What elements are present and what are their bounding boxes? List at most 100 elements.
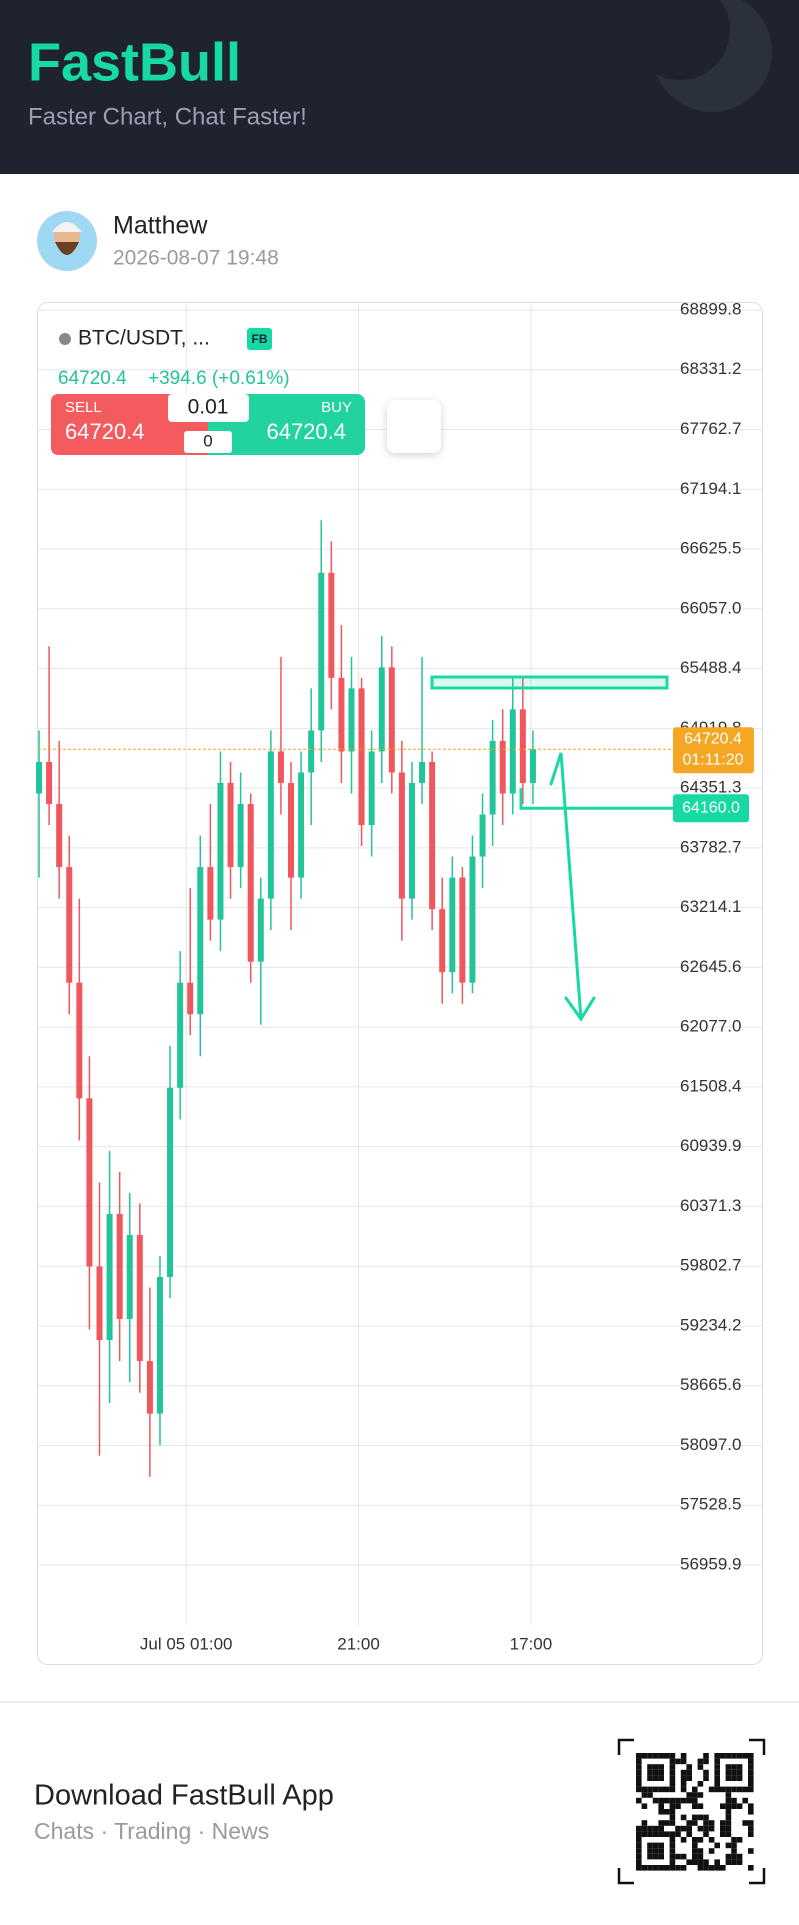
qr-cell bbox=[692, 1842, 698, 1849]
qr-cell bbox=[703, 1820, 709, 1826]
candle-body bbox=[358, 688, 365, 826]
qr-cell bbox=[675, 1825, 681, 1832]
candle-body bbox=[298, 772, 305, 878]
qr-cell bbox=[703, 1831, 709, 1837]
x-tick-label: Jul 05 01:00 bbox=[140, 1634, 233, 1653]
qr-cell bbox=[686, 1859, 692, 1865]
qr-cell bbox=[748, 1764, 754, 1770]
qr-cell bbox=[714, 1781, 720, 1787]
qr-cell bbox=[669, 1769, 676, 1776]
qr-cell bbox=[725, 1769, 732, 1776]
qr-cell bbox=[697, 1781, 704, 1787]
sell-label: SELL bbox=[65, 399, 102, 416]
qr-cell bbox=[669, 1853, 676, 1860]
qr-cell bbox=[742, 1753, 748, 1759]
y-tick-label: 56959.9 bbox=[680, 1554, 741, 1573]
qr-cell bbox=[664, 1797, 670, 1804]
post-date: 2026-08-07 19:48 bbox=[113, 247, 279, 270]
y-tick-label: 68331.2 bbox=[680, 359, 741, 378]
qr-cell bbox=[658, 1786, 664, 1793]
candle-body bbox=[459, 877, 466, 983]
candle-body bbox=[439, 909, 446, 973]
y-tick-label: 57528.5 bbox=[680, 1495, 741, 1514]
candle-body bbox=[429, 761, 436, 910]
qr-cell bbox=[736, 1786, 743, 1793]
candle-body bbox=[116, 1213, 123, 1320]
qr-cell bbox=[714, 1865, 720, 1871]
qr-cell bbox=[669, 1842, 676, 1849]
qr-cell bbox=[647, 1865, 653, 1871]
qr-cell bbox=[647, 1775, 653, 1781]
candle-body bbox=[126, 1234, 133, 1320]
qr-cell bbox=[731, 1853, 737, 1860]
qr-cell bbox=[731, 1769, 737, 1776]
qr-cell bbox=[703, 1753, 709, 1759]
qr-cell bbox=[692, 1853, 698, 1860]
candle-body bbox=[156, 1276, 163, 1414]
qr-cell bbox=[669, 1848, 676, 1854]
level-line bbox=[519, 788, 673, 810]
qr-cell bbox=[697, 1853, 704, 1860]
qr-cell bbox=[708, 1786, 715, 1793]
qr-cell bbox=[647, 1831, 653, 1837]
qr-cell bbox=[720, 1820, 726, 1826]
qr-cell bbox=[725, 1842, 732, 1849]
y-tick-label: 66625.5 bbox=[680, 539, 741, 558]
author[interactable]: Matthew bbox=[113, 212, 208, 240]
qr-cell bbox=[675, 1853, 681, 1860]
qr-cell bbox=[658, 1820, 664, 1826]
qr-cell bbox=[708, 1848, 715, 1854]
candle-body bbox=[167, 1087, 174, 1277]
qr-cell bbox=[731, 1797, 737, 1804]
qr-cell bbox=[714, 1753, 720, 1759]
candle-body bbox=[207, 867, 214, 920]
candle-body bbox=[529, 749, 536, 783]
qr-cell bbox=[725, 1859, 732, 1865]
qr-cell bbox=[658, 1753, 664, 1759]
qr-cell bbox=[703, 1814, 709, 1821]
qr-cell bbox=[658, 1865, 664, 1871]
sell-price: 64720.4 bbox=[65, 419, 145, 444]
symbol[interactable]: BTC/USDT, ... bbox=[78, 327, 210, 350]
qr-cell bbox=[736, 1837, 743, 1843]
candle-body bbox=[106, 1213, 113, 1341]
qr-cell bbox=[720, 1786, 726, 1793]
qr-cell bbox=[731, 1859, 737, 1865]
candle-body bbox=[96, 1266, 103, 1341]
quote-change: +394.6 (+0.61%) bbox=[148, 368, 290, 389]
y-tick-label: 65488.4 bbox=[680, 658, 741, 677]
candle-body bbox=[66, 867, 73, 983]
candle-body bbox=[227, 782, 234, 868]
decor bbox=[630, 0, 730, 80]
qr-cell bbox=[652, 1753, 659, 1759]
candle-body bbox=[177, 982, 184, 1088]
qr-cell bbox=[697, 1825, 704, 1832]
qr-cell bbox=[686, 1764, 692, 1770]
qr-cell bbox=[680, 1837, 687, 1843]
candle-body bbox=[267, 751, 274, 899]
qr-cell bbox=[641, 1865, 648, 1871]
qr-cell bbox=[725, 1814, 732, 1821]
qr-cell bbox=[652, 1848, 659, 1854]
qr-cell bbox=[748, 1831, 754, 1837]
candle-body bbox=[338, 677, 345, 752]
qr-cell bbox=[669, 1837, 676, 1843]
y-tick-label: 59802.7 bbox=[680, 1256, 741, 1275]
tool-button[interactable] bbox=[387, 400, 441, 453]
qty-box[interactable] bbox=[184, 431, 232, 453]
qr-cell bbox=[692, 1792, 698, 1798]
qr-cell bbox=[641, 1825, 648, 1832]
qr-cell bbox=[669, 1820, 676, 1826]
y-tick-label: 59234.2 bbox=[680, 1315, 741, 1334]
qr-cell bbox=[641, 1753, 648, 1759]
qr-cell bbox=[652, 1775, 659, 1781]
qr-cell bbox=[669, 1786, 676, 1793]
candle-body bbox=[469, 856, 476, 983]
candle-body bbox=[86, 1098, 93, 1267]
lot-box[interactable] bbox=[168, 394, 249, 422]
avatar-turban bbox=[52, 222, 82, 232]
candle-body bbox=[398, 772, 405, 899]
qr-cell bbox=[658, 1775, 664, 1781]
qr-cell bbox=[708, 1837, 715, 1843]
